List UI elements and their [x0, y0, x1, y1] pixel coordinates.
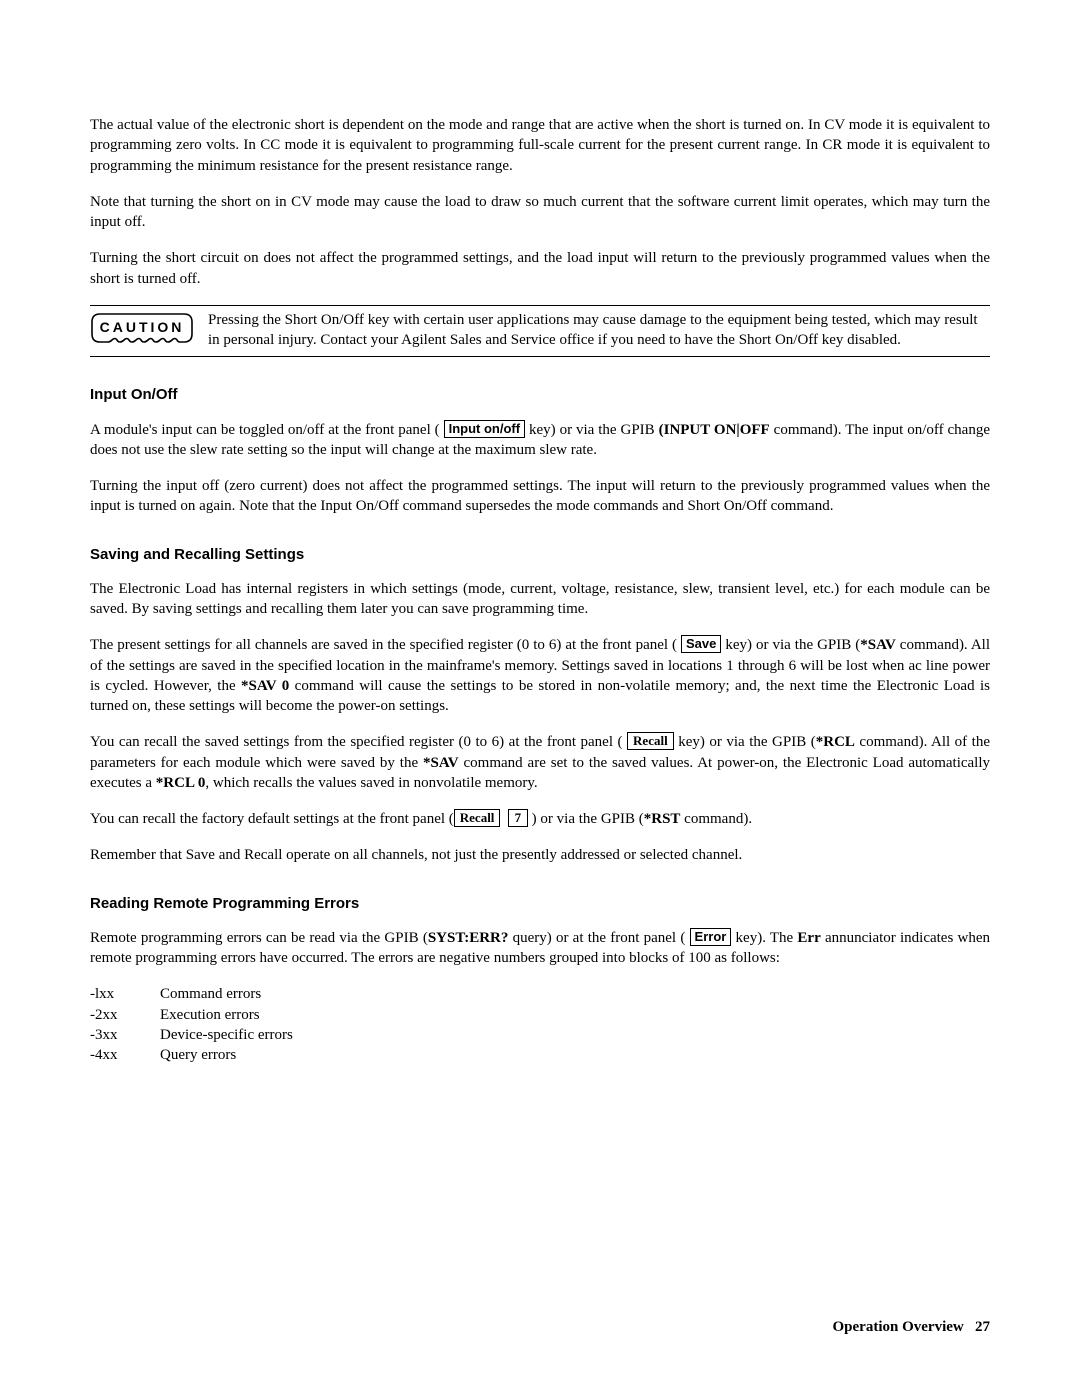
document-page: The actual value of the electronic short…	[0, 0, 1080, 1397]
gpib-command: (INPUT ON|OFF	[659, 422, 770, 438]
text-span: query) or at the front panel (	[508, 930, 689, 946]
body-paragraph: Turning the short circuit on does not af…	[90, 248, 990, 289]
body-paragraph: Turning the input off (zero current) doe…	[90, 476, 990, 517]
text-span: command).	[680, 811, 752, 827]
body-paragraph: You can recall the saved settings from t…	[90, 732, 990, 793]
text-span: You can recall the saved settings from t…	[90, 734, 627, 750]
text-span: key) or via the GPIB	[525, 422, 659, 438]
error-desc: Command errors	[160, 984, 261, 1004]
body-paragraph: You can recall the factory default setti…	[90, 809, 990, 829]
error-desc: Query errors	[160, 1045, 236, 1065]
save-key: Save	[681, 635, 721, 653]
text-span: You can recall the factory default setti…	[90, 811, 454, 827]
text-span: ) or via the GPIB (	[528, 811, 644, 827]
gpib-command: *RST	[644, 811, 681, 827]
error-code: -lxx	[90, 984, 136, 1004]
heading-save-recall: Saving and Recalling Settings	[90, 545, 990, 565]
error-code: -2xx	[90, 1005, 136, 1025]
caution-text: Pressing the Short On/Off key with certa…	[208, 310, 990, 351]
recall-key: Recall	[454, 809, 501, 827]
error-desc: Execution errors	[160, 1005, 260, 1025]
body-paragraph: A module's input can be toggled on/off a…	[90, 420, 990, 461]
input-onoff-key: Input on/off	[444, 420, 525, 438]
body-paragraph: The actual value of the electronic short…	[90, 115, 990, 176]
body-paragraph: The present settings for all channels ar…	[90, 635, 990, 716]
seven-key: 7	[508, 809, 528, 827]
table-row: -2xx Execution errors	[90, 1005, 990, 1025]
page-footer: Operation Overview 27	[833, 1317, 990, 1337]
text-span: , which recalls the values saved in nonv…	[205, 775, 537, 791]
caution-label: CAUTION	[90, 312, 194, 344]
table-row: -lxx Command errors	[90, 984, 990, 1004]
error-code-table: -lxx Command errors -2xx Execution error…	[90, 984, 990, 1065]
caution-block: CAUTION Pressing the Short On/Off key wi…	[90, 305, 990, 358]
annunciator-label: Err	[797, 930, 820, 946]
recall-key: Recall	[627, 732, 674, 750]
gpib-command: *SAV	[860, 637, 896, 653]
caution-icon: CAUTION	[90, 312, 194, 344]
error-code: -3xx	[90, 1025, 136, 1045]
text-span: Remote programming errors can be read vi…	[90, 930, 428, 946]
error-key: Error	[690, 928, 732, 946]
gpib-command: *SAV 0	[241, 678, 289, 694]
text-span: A module's input can be toggled on/off a…	[90, 422, 444, 438]
heading-remote-errors: Reading Remote Programming Errors	[90, 894, 990, 914]
table-row: -3xx Device-specific errors	[90, 1025, 990, 1045]
gpib-command: *RCL	[816, 734, 855, 750]
gpib-command: *SAV	[423, 755, 459, 771]
body-paragraph: Remote programming errors can be read vi…	[90, 928, 990, 969]
text-span: key) or via the GPIB (	[721, 637, 860, 653]
gpib-command: *RCL 0	[156, 775, 206, 791]
body-paragraph: Remember that Save and Recall operate on…	[90, 845, 990, 865]
text-span: key). The	[731, 930, 797, 946]
caution-body-text: Pressing the Short On/Off key with certa…	[208, 310, 990, 351]
error-code: -4xx	[90, 1045, 136, 1065]
error-desc: Device-specific errors	[160, 1025, 293, 1045]
body-paragraph: The Electronic Load has internal registe…	[90, 579, 990, 620]
footer-section: Operation Overview	[833, 1319, 964, 1335]
body-paragraph: Note that turning the short on in CV mod…	[90, 192, 990, 233]
heading-input-onoff: Input On/Off	[90, 385, 990, 405]
text-span: key) or via the GPIB (	[674, 734, 816, 750]
table-row: -4xx Query errors	[90, 1045, 990, 1065]
text-span: The present settings for all channels ar…	[90, 637, 681, 653]
footer-page-number: 27	[975, 1319, 990, 1335]
gpib-command: SYST:ERR?	[428, 930, 509, 946]
